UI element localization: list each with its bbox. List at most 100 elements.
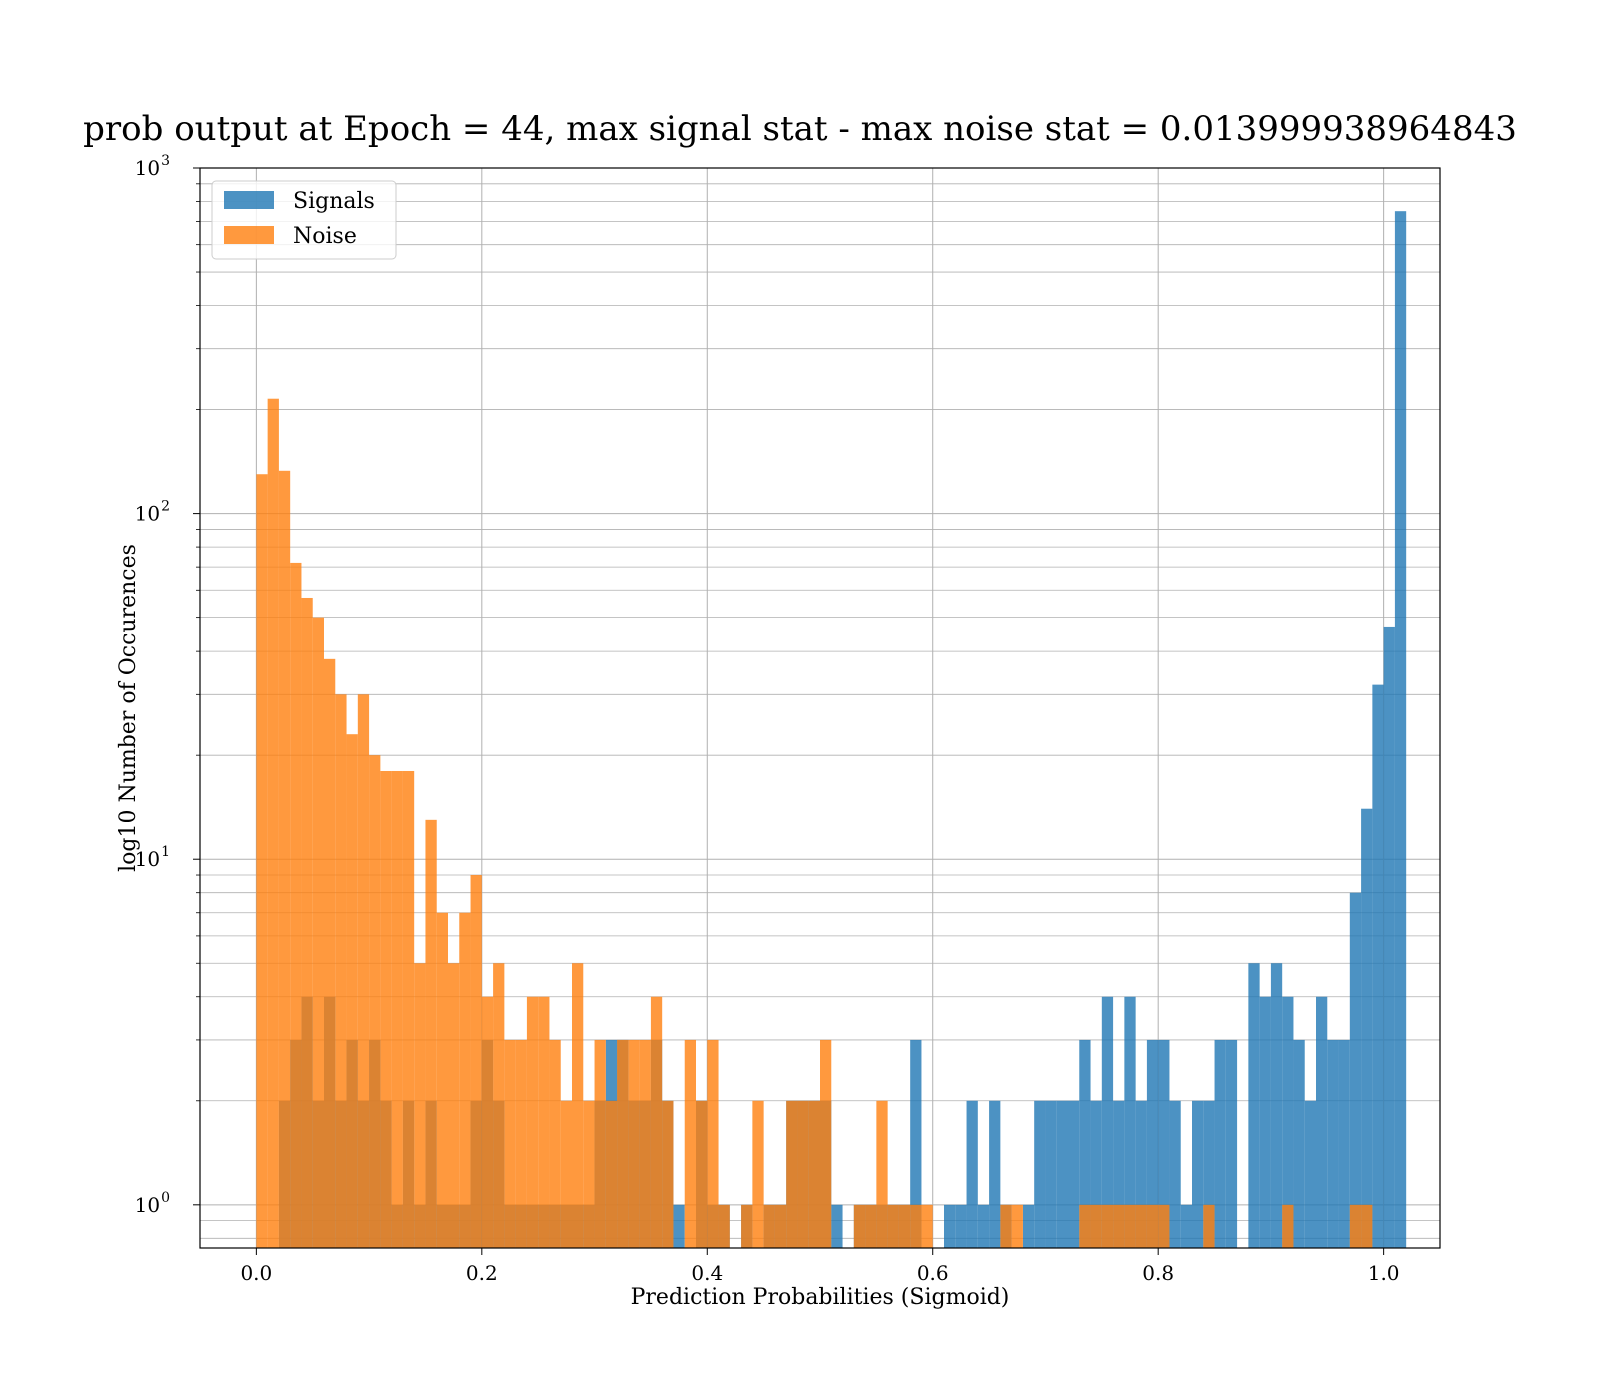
signal-bar <box>1180 1204 1192 1248</box>
signal-bar <box>1248 963 1260 1248</box>
signal-bar <box>1169 1100 1181 1248</box>
noise-bar <box>650 996 663 1248</box>
noise-bar <box>594 1039 606 1248</box>
noise-bar <box>752 1100 764 1248</box>
signal-bar <box>1349 892 1362 1248</box>
noise-bar <box>1101 1204 1114 1248</box>
signal-bar <box>1225 1039 1238 1248</box>
signal-bar <box>1079 1039 1091 1248</box>
y-tick-label: 102 <box>135 499 170 526</box>
signal-bar <box>1327 1039 1339 1248</box>
x-tick-label: 0.4 <box>691 1261 723 1285</box>
noise-bar <box>425 819 437 1248</box>
x-axis-label: Prediction Probabilities (Sigmoid) <box>631 1285 1010 1310</box>
noise-bar <box>256 474 268 1248</box>
noise-bar <box>346 734 358 1248</box>
noise-bar <box>572 963 584 1248</box>
signal-bar <box>1101 996 1114 1248</box>
plot-frame <box>199 167 1441 1249</box>
signal-bar <box>955 1204 967 1248</box>
noise-bar <box>1146 1204 1159 1248</box>
signal-bar <box>673 1204 685 1248</box>
noise-bar <box>369 755 381 1248</box>
noise-bar <box>391 770 403 1248</box>
signal-bar <box>1192 1100 1204 1248</box>
y-tick-label: 103 <box>135 153 170 180</box>
legend-swatch-signals <box>224 191 274 209</box>
noise-bar <box>1158 1204 1170 1248</box>
noise-bar <box>797 1100 809 1248</box>
x-tick-label: 0.0 <box>240 1261 272 1285</box>
noise-bar <box>481 996 494 1248</box>
x-tick-label: 0.2 <box>466 1261 498 1285</box>
signal-bar <box>1316 996 1328 1248</box>
signal-bar <box>1270 963 1283 1248</box>
noise-bar <box>515 1039 527 1248</box>
signal-bar <box>1034 1100 1046 1248</box>
signal-bar <box>1293 1039 1305 1248</box>
noise-bar <box>1203 1204 1215 1248</box>
noise-bar <box>639 1039 651 1248</box>
signal-bar <box>910 1039 922 1248</box>
noise-bar <box>707 1039 719 1248</box>
noise-bar <box>504 1039 516 1248</box>
signal-bar <box>977 1204 990 1248</box>
noise-bar <box>278 470 291 1248</box>
signal-bar <box>1158 1039 1170 1248</box>
noise-bar <box>335 694 347 1248</box>
signal-bar <box>1146 1039 1159 1248</box>
noise-bar <box>312 617 324 1248</box>
noise-bar <box>402 770 415 1248</box>
y-axis-label: log10 Number of Occurences <box>116 544 141 872</box>
noise-bar <box>1090 1204 1102 1248</box>
noise-bar <box>526 996 539 1248</box>
noise-bar <box>921 1204 933 1248</box>
signal-bar <box>966 1100 978 1248</box>
noise-bar <box>1349 1204 1362 1248</box>
noise-bar <box>380 770 392 1248</box>
noise-bar <box>887 1204 899 1248</box>
noise-bar <box>898 1204 911 1248</box>
signal-bar <box>1361 808 1373 1248</box>
noise-bar <box>696 1100 708 1248</box>
signal-bar <box>1135 1100 1147 1248</box>
signal-bar <box>1203 1100 1215 1248</box>
signal-bar <box>1372 684 1384 1248</box>
signal-bar <box>1113 1100 1125 1248</box>
signal-bar <box>1394 211 1407 1248</box>
noise-bar <box>549 1039 561 1248</box>
noise-bar <box>662 1100 674 1248</box>
legend-label-signals: Signals <box>293 189 375 214</box>
signal-bar <box>1383 626 1395 1248</box>
noise-bar <box>820 1039 832 1248</box>
noise-bar <box>301 597 313 1248</box>
noise-bar <box>1282 1204 1294 1248</box>
noise-bar <box>436 912 448 1248</box>
x-tick-label: 0.8 <box>1142 1261 1174 1285</box>
noise-bar <box>1011 1204 1023 1248</box>
noise-bar <box>560 1100 572 1248</box>
noise-bar <box>865 1204 877 1248</box>
noise-bar <box>741 1204 753 1248</box>
noise-bar <box>1124 1204 1136 1248</box>
signal-bar <box>1068 1100 1080 1248</box>
noise-bar <box>459 912 471 1248</box>
x-tick-label: 0.6 <box>917 1261 949 1285</box>
noise-bar <box>853 1204 866 1248</box>
legend: Signals Noise <box>211 180 397 260</box>
signal-bar <box>1259 996 1271 1248</box>
noise-bar <box>1135 1204 1147 1248</box>
noise-bar <box>1000 1204 1012 1248</box>
noise-bar <box>617 1039 629 1248</box>
signal-bar <box>944 1204 956 1248</box>
bars <box>256 211 1407 1248</box>
x-tick-label: 1.0 <box>1368 1261 1400 1285</box>
noise-bar <box>583 1100 595 1248</box>
signal-bar <box>1022 1204 1035 1248</box>
noise-bar <box>1361 1204 1373 1248</box>
noise-bar <box>493 963 505 1248</box>
signal-bar <box>1056 1100 1068 1248</box>
noise-bar <box>1079 1204 1091 1248</box>
signal-bar <box>989 1100 1001 1248</box>
